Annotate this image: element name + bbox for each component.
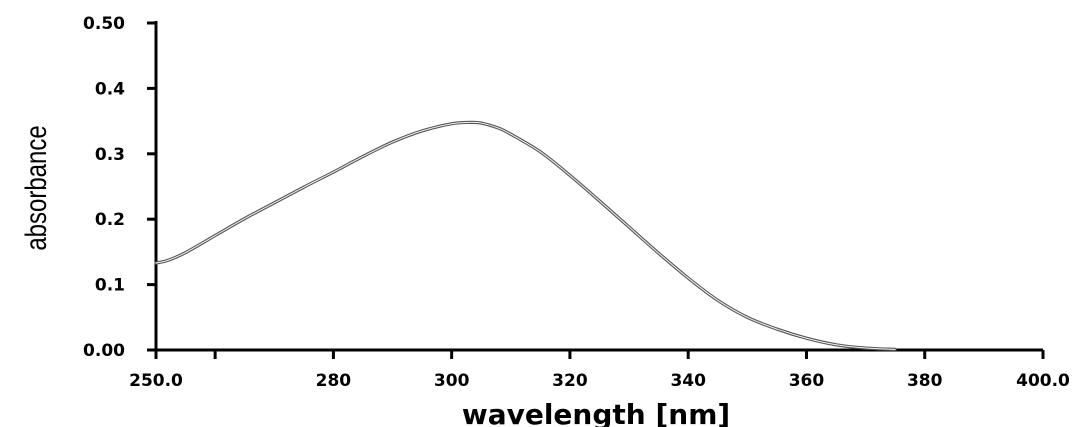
x-tick-label: 280 [316, 371, 352, 391]
y-tick-label: 0.2 [95, 210, 125, 230]
x-tick-label: 360 [789, 371, 825, 391]
y-tick-label: 0.50 [83, 14, 125, 34]
series-line [154, 120, 897, 351]
y-axis-title: absorbance [18, 125, 52, 250]
series-layer [154, 120, 897, 351]
x-tick-label: 250.0 [129, 371, 183, 391]
x-axis-title: wavelength [nm] [462, 398, 730, 427]
axes [154, 21, 1043, 352]
x-tick-label: 400.0 [1016, 371, 1070, 391]
y-tick-label: 0.00 [83, 341, 125, 361]
x-axis-ticks: 250.0 280 300 320 340 360 380 400.0 [129, 350, 1070, 391]
x-tick-label: 300 [434, 371, 470, 391]
x-tick-label: 380 [907, 371, 943, 391]
series-line-highlight [155, 121, 896, 350]
y-tick-label: 0.3 [95, 145, 125, 165]
x-tick-label: 320 [552, 371, 588, 391]
y-tick-label: 0.1 [95, 276, 125, 296]
y-axis-ticks: 0.00 0.1 0.2 0.3 0.4 0.50 [83, 14, 156, 361]
x-tick-label: 340 [670, 371, 706, 391]
y-tick-label: 0.4 [95, 79, 125, 99]
